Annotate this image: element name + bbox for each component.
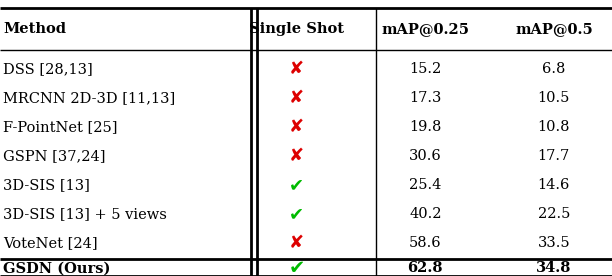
Text: 3D-SIS [13] + 5 views: 3D-SIS [13] + 5 views [3,207,167,221]
Text: 19.8: 19.8 [409,120,441,134]
Text: 14.6: 14.6 [538,178,570,192]
Text: 34.8: 34.8 [536,261,572,275]
Text: 3D-SIS [13]: 3D-SIS [13] [3,178,90,192]
Text: 17.7: 17.7 [538,149,570,163]
Text: 10.8: 10.8 [537,120,570,134]
Text: GSDN (Ours): GSDN (Ours) [3,261,110,275]
Text: VoteNet [24]: VoteNet [24] [3,236,98,250]
Text: 40.2: 40.2 [409,207,442,221]
Text: 30.6: 30.6 [409,149,442,163]
Text: mAP@0.5: mAP@0.5 [515,22,593,36]
Text: 33.5: 33.5 [537,236,570,250]
Text: ✘: ✘ [289,60,304,78]
Text: ✘: ✘ [289,89,304,107]
Text: ✔: ✔ [289,176,304,194]
Text: ✘: ✘ [289,118,304,136]
Text: DSS [28,13]: DSS [28,13] [3,62,93,76]
Text: 15.2: 15.2 [409,62,441,76]
Text: Single Shot: Single Shot [249,22,345,36]
Text: ✔: ✔ [289,259,305,276]
Text: 10.5: 10.5 [538,91,570,105]
Text: ✔: ✔ [289,205,304,223]
Text: mAP@0.25: mAP@0.25 [381,22,469,36]
Text: ✘: ✘ [289,234,304,252]
Text: 25.4: 25.4 [409,178,441,192]
Text: ✘: ✘ [289,147,304,165]
Text: 17.3: 17.3 [409,91,441,105]
Text: 62.8: 62.8 [408,261,443,275]
Text: Method: Method [3,22,66,36]
Text: 6.8: 6.8 [542,62,565,76]
Text: F-PointNet [25]: F-PointNet [25] [3,120,118,134]
Text: MRCNN 2D-3D [11,13]: MRCNN 2D-3D [11,13] [3,91,175,105]
Text: GSPN [37,24]: GSPN [37,24] [3,149,105,163]
Text: 58.6: 58.6 [409,236,442,250]
Text: 22.5: 22.5 [538,207,570,221]
